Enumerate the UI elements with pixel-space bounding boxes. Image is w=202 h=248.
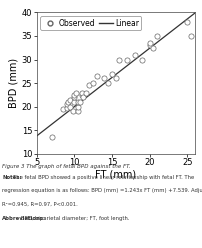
Point (83, 91, 87, 94)
Point (68, 105, 72, 109)
Point (147, 41, 150, 45)
Y-axis label: BPD (mm): BPD (mm) (9, 58, 19, 108)
Point (76, 109, 79, 113)
Text: Abbreviations:: Abbreviations: (2, 216, 46, 221)
Point (91, 81, 94, 85)
Point (81, 95, 84, 99)
Text: The fetal BPD showed a positive linear relationship with fetal FT. The: The fetal BPD showed a positive linear r… (13, 175, 194, 180)
Point (87, 83, 90, 87)
Point (140, 58, 143, 62)
Text: R²=0.945, R=0.97, P<0.001.: R²=0.945, R=0.97, P<0.001. (2, 202, 77, 207)
Text: BPD, biparietal diameter; FT, foot length.: BPD, biparietal diameter; FT, foot lengt… (21, 216, 129, 221)
Point (72, 93, 76, 97)
Point (125, 58, 128, 62)
Point (72, 100, 76, 104)
Point (110, 72, 113, 76)
Point (132, 53, 136, 57)
Point (72, 95, 76, 99)
Point (80, 93, 83, 97)
Point (114, 76, 117, 80)
Point (188, 34, 192, 38)
Point (78, 100, 81, 104)
Legend: Observed, Linear: Observed, Linear (40, 16, 141, 30)
Point (74, 91, 77, 94)
Point (65, 102, 68, 106)
Point (68, 98, 72, 102)
Text: Notes:: Notes: (2, 175, 21, 180)
Point (76, 100, 79, 104)
Point (185, 20, 188, 24)
Point (147, 43, 150, 47)
Point (117, 58, 121, 62)
Point (71, 109, 74, 113)
Point (151, 46, 154, 50)
X-axis label: FT (mm): FT (mm) (95, 170, 136, 180)
Point (106, 81, 109, 85)
Point (102, 76, 105, 80)
Point (61, 107, 64, 111)
Point (76, 105, 79, 109)
Point (95, 74, 98, 78)
Point (155, 34, 158, 38)
Text: regression equation is as follows: BPD (mm) =1.243x FT (mm) +7.539. Adjusted: regression equation is as follows: BPD (… (2, 188, 202, 193)
Point (80, 91, 83, 94)
Point (65, 106, 68, 110)
Point (66, 100, 69, 104)
Point (50, 135, 53, 139)
Text: Figure 3 The graph of fetal BPD against the FT.: Figure 3 The graph of fetal BPD against … (2, 164, 130, 169)
